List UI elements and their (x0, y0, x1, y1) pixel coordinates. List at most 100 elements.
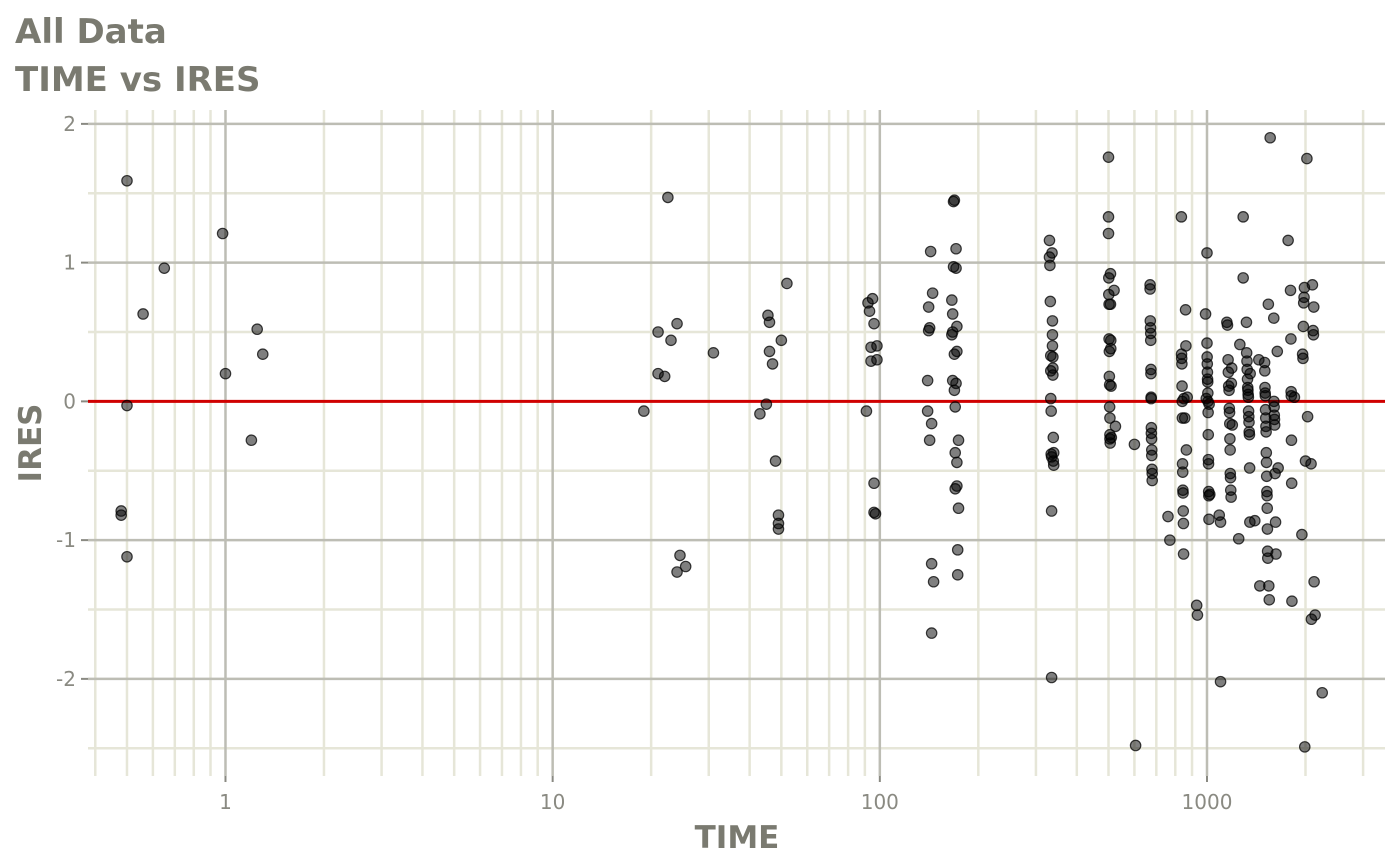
data-point (951, 456, 963, 469)
data-point (925, 627, 938, 639)
data-point (1261, 523, 1274, 535)
data-point (1176, 466, 1189, 478)
data-point (652, 326, 664, 338)
data-point (1285, 477, 1298, 490)
data-point (1177, 548, 1190, 560)
data-point (158, 262, 171, 274)
data-point (1204, 488, 1216, 501)
data-point (671, 566, 683, 578)
data-point (760, 398, 773, 410)
data-point (1260, 446, 1273, 459)
data-point (216, 227, 229, 240)
data-point (1145, 392, 1157, 405)
major-gridlines (88, 110, 1385, 776)
data-point (1044, 259, 1056, 272)
data-point (1191, 609, 1204, 621)
chart-subtitle: TIME vs IRES (15, 60, 261, 100)
data-point (1104, 342, 1117, 355)
data-point (1260, 456, 1273, 469)
data-point (1261, 502, 1274, 515)
data-point (662, 191, 674, 204)
data-point (1179, 303, 1192, 316)
data-point (1047, 431, 1060, 444)
data-point (1176, 380, 1188, 392)
data-point (1243, 416, 1255, 428)
data-point (868, 317, 880, 330)
data-point (1271, 345, 1284, 358)
data-point (1225, 377, 1238, 390)
data-point (1307, 328, 1320, 341)
data-point (1269, 516, 1282, 528)
data-point (1307, 301, 1320, 313)
data-point (763, 345, 776, 358)
data-point (671, 317, 683, 330)
data-point (1144, 334, 1157, 347)
data-point (1145, 449, 1158, 462)
data-point (658, 370, 671, 383)
data-point (679, 560, 692, 573)
data-point (707, 347, 720, 359)
data-point (754, 408, 766, 420)
data-point (121, 174, 133, 187)
data-point (1305, 458, 1317, 470)
data-point (924, 245, 937, 258)
data-point (1232, 532, 1245, 545)
data-point (1202, 428, 1215, 441)
data-point (1102, 211, 1115, 223)
data-point (951, 345, 963, 358)
data-point (219, 367, 232, 380)
data-point (1259, 390, 1272, 402)
data-point (1129, 739, 1142, 752)
data-point (1297, 320, 1310, 333)
data-point (927, 575, 940, 588)
data-point (1203, 513, 1215, 526)
data-point (1224, 444, 1236, 456)
data-point (950, 377, 962, 390)
data-point (1045, 505, 1058, 517)
data-point (1175, 211, 1188, 223)
data-point (1178, 412, 1191, 424)
data-point (1309, 609, 1321, 621)
data-point (950, 242, 962, 255)
data-point (1104, 298, 1117, 311)
data-point (1046, 315, 1059, 327)
data-point (1104, 267, 1117, 280)
minor-gridlines (88, 110, 1385, 776)
data-point (863, 305, 876, 317)
data-point (1164, 534, 1176, 546)
data-point (1190, 599, 1203, 612)
data-point (1109, 420, 1122, 433)
data-point (1102, 151, 1115, 163)
data-point (1296, 528, 1308, 541)
data-point (1237, 211, 1249, 223)
data-point (1242, 391, 1255, 404)
data-point (1202, 458, 1215, 470)
data-point (245, 434, 258, 447)
data-point (952, 502, 965, 515)
data-point (1103, 401, 1116, 413)
data-point (1177, 517, 1190, 530)
data-point (1214, 516, 1227, 528)
data-point (1177, 487, 1189, 499)
data-point (1286, 595, 1298, 607)
data-point (946, 308, 959, 320)
y-axis-title: IRES (13, 404, 49, 483)
data-point (763, 316, 776, 329)
data-point (1263, 580, 1275, 592)
data-point (868, 477, 880, 490)
data-point (926, 287, 939, 299)
y-tick-label: -2 (56, 667, 76, 691)
data-point (1105, 380, 1117, 392)
data-point (1288, 391, 1301, 404)
data-point (1203, 398, 1215, 410)
data-point (1308, 575, 1320, 588)
data-point (256, 348, 269, 360)
data-point (871, 340, 883, 352)
data-point (769, 455, 782, 467)
data-point (1176, 358, 1188, 370)
data-point (923, 322, 936, 334)
data-point (766, 358, 779, 370)
data-point (1221, 319, 1234, 331)
data-point (1284, 284, 1297, 297)
data-point (950, 262, 962, 274)
